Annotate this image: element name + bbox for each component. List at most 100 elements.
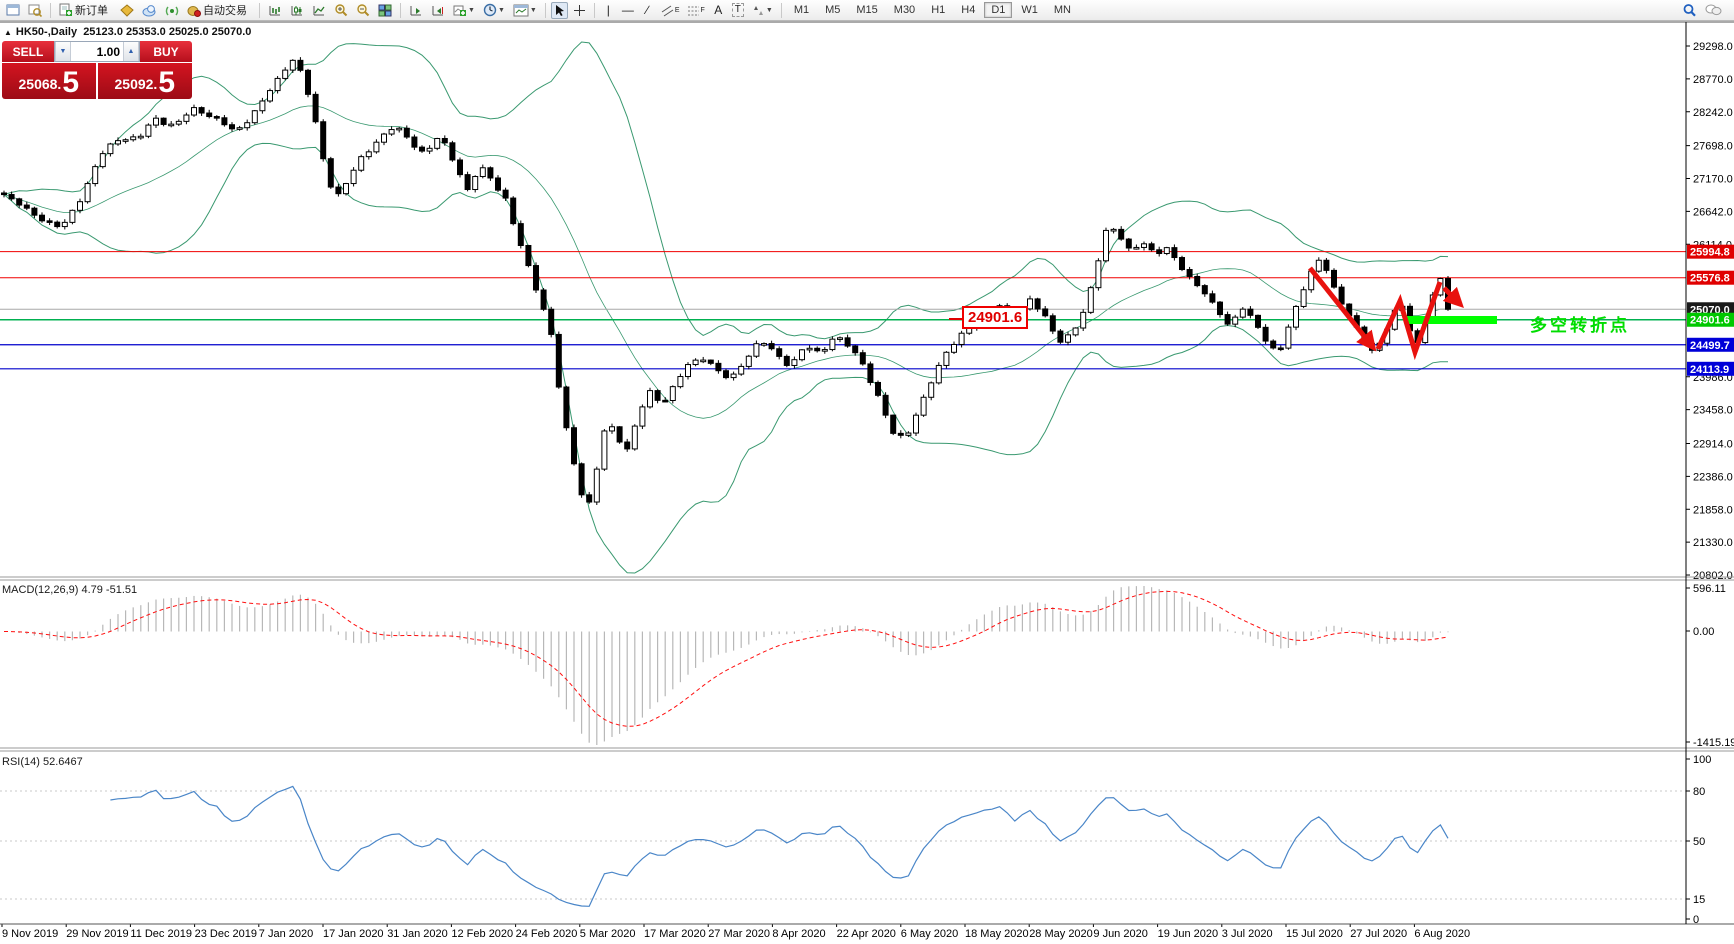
sell-button-label: SELL [12,44,44,59]
rsi-axis-label: 50 [1693,836,1705,848]
chart-window-icon[interactable] [3,2,23,19]
tile-windows-icon[interactable] [375,2,395,19]
timeframe-m1[interactable]: M1 [793,4,810,16]
price-tick-label: 22914.0 [1693,439,1733,451]
price-tick-label: 23458.0 [1693,405,1733,417]
date-label: 3 Jul 2020 [1222,928,1273,940]
price-tick-label: 26642.0 [1693,206,1733,218]
new-order-label: 新订单 [75,5,108,17]
date-label: 17 Mar 2020 [644,928,706,940]
candlestick-chart-icon[interactable] [287,2,307,19]
text-icon[interactable]: A [710,2,727,19]
horizontal-line-icon[interactable]: — [621,3,634,17]
price-tick-label: 21858.0 [1693,504,1733,516]
timeframe-m30[interactable]: M30 [893,4,916,16]
buy-button-label: BUY [153,44,179,59]
zoom-out-icon[interactable] [353,2,373,19]
date-label: 11 Dec 2019 [130,928,192,940]
sell-price[interactable]: 25068. 5 [2,63,96,99]
rsi-axis-label: 0 [1693,914,1699,926]
support-level-label[interactable]: 24901.6 [962,306,1029,329]
buy-button[interactable]: BUY [140,41,192,62]
date-label: 7 Jan 2020 [259,928,313,940]
timeframe-mn[interactable]: MN [1053,4,1071,16]
date-label: 9 Nov 2019 [2,928,58,940]
autotrade-label: 自动交易 [203,5,247,17]
turning-point-annotation[interactable]: 多空转折点 [1530,316,1630,335]
date-label: 24 Feb 2020 [516,928,578,940]
price-badge-label: 24113.9 [1690,364,1729,376]
volume-increase-button[interactable]: ▲ [123,42,139,61]
data-preview-icon[interactable] [25,2,45,19]
autotrade-button[interactable]: 自动交易 [184,2,254,19]
zigzag-arrow[interactable] [1375,281,1443,361]
signals-icon[interactable] [162,2,182,19]
buy-price-main: 25092. [114,76,158,92]
label-icon[interactable]: T [729,2,747,19]
indicators-add-icon[interactable]: ▼ [450,2,478,19]
timeframe-w1[interactable]: W1 [1021,4,1038,16]
chevron-down-icon: ▼ [765,6,773,14]
crosshair-icon[interactable] [570,2,589,19]
rsi-axis-label: 80 [1693,786,1705,798]
date-label: 9 Jun 2020 [1093,928,1147,940]
timeframe-m5[interactable]: M5 [825,4,841,16]
buy-price[interactable]: 25092. 5 [97,63,192,99]
market-icon[interactable] [139,2,160,19]
price-badge [1687,270,1734,285]
rsi-pane: 100 80 50 15 0 [0,754,1711,926]
date-label: 12 Feb 2020 [451,928,513,940]
rsi-axis-label: 100 [1693,754,1711,766]
date-label: 28 May 2020 [1029,928,1093,940]
zoom-in-icon[interactable] [331,2,351,19]
price-badge-label: 25576.8 [1690,273,1730,285]
label-letter: T [731,3,744,17]
turning-point-band[interactable] [1407,316,1497,324]
small-arrow-down[interactable] [1442,286,1464,308]
volume-input[interactable] [71,44,123,59]
trend-arrow-down[interactable] [1308,266,1377,352]
candle-series [1,57,1451,505]
price-axis: 29298.0 28770.0 28242.0 27698.0 27170.0 26642… [1686,41,1734,582]
periods-clock-icon[interactable]: ▼ [480,2,508,19]
sell-button[interactable]: SELL [2,41,54,62]
symbol-period-label: HK50-,Daily [15,26,78,38]
price-badge [1687,361,1734,376]
macd-indicator-label: MACD(12,26,9) 4.79 -51.51 [2,584,138,596]
price-badge [1687,337,1734,352]
price-tick-label: 27698.0 [1693,141,1733,153]
line-chart-icon[interactable] [309,2,329,19]
toolbar-separator [50,2,51,18]
price-badge-label: 25994.8 [1690,247,1730,259]
volume-decrease-button[interactable]: ▼ [55,42,71,61]
price-tick-label: 28242.0 [1693,107,1733,119]
buy-price-big-digit: 5 [158,66,176,99]
date-label: 29 Nov 2019 [66,928,128,940]
search-icon[interactable] [1679,2,1700,19]
macd-axis-label: 596.11 [1693,583,1726,595]
timeframe-m15[interactable]: M15 [856,4,878,16]
chart-shift-icon[interactable] [428,2,448,19]
vertical-line-icon[interactable]: | [606,3,610,17]
date-label: 19 Jun 2020 [1158,928,1219,940]
channel-icon[interactable]: E [658,2,683,19]
cursor-icon[interactable] [550,1,568,19]
macd-axis-label: -1415.19 [1693,737,1734,749]
fibonacci-icon[interactable]: F [684,2,707,19]
trendline-icon[interactable]: ∕ [646,3,649,17]
bar-chart-icon[interactable] [265,2,285,19]
shapes-icon[interactable]: ▼ [749,2,776,19]
timeframe-h4[interactable]: H4 [961,4,976,16]
templates-icon[interactable]: ▼ [510,2,540,19]
fibonacci-letter: F [700,6,705,14]
bollinger-bands [3,41,1449,574]
spin-up-icon: ▲ [127,48,135,55]
timeframe-d1[interactable]: D1 [984,2,1013,18]
timeframe-h1[interactable]: H1 [931,4,946,16]
auto-scroll-icon[interactable] [406,2,426,19]
date-label: 8 Apr 2020 [772,928,825,940]
indicator-diamond-icon[interactable] [117,2,137,19]
new-order-button[interactable]: 新订单 [56,2,115,19]
chat-icon[interactable] [1702,2,1725,19]
